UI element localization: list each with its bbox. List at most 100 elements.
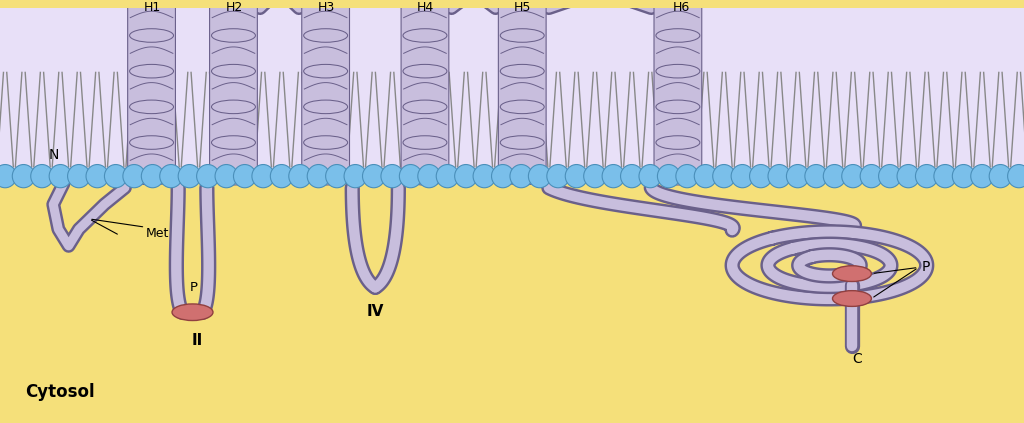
Text: Cytosol: Cytosol [26,383,95,401]
Ellipse shape [381,165,403,188]
Ellipse shape [104,165,127,188]
Ellipse shape [915,165,938,188]
Ellipse shape [501,0,544,7]
Ellipse shape [501,29,544,42]
Ellipse shape [212,0,255,7]
Ellipse shape [344,165,367,188]
Ellipse shape [639,165,662,188]
Text: C: C [852,352,862,366]
Ellipse shape [418,165,440,188]
Ellipse shape [212,136,255,149]
Ellipse shape [215,165,238,188]
Ellipse shape [656,171,699,185]
Circle shape [172,304,213,321]
Ellipse shape [304,136,347,149]
FancyBboxPatch shape [302,0,349,179]
Ellipse shape [501,171,544,185]
Ellipse shape [602,165,625,188]
Ellipse shape [656,29,699,42]
Ellipse shape [123,165,145,188]
Ellipse shape [547,165,569,188]
Ellipse shape [403,136,446,149]
Ellipse shape [130,64,173,78]
Ellipse shape [713,165,735,188]
Ellipse shape [1008,165,1024,188]
Ellipse shape [362,165,385,188]
Ellipse shape [768,165,791,188]
Ellipse shape [989,165,1012,188]
Ellipse shape [823,165,846,188]
Ellipse shape [304,100,347,114]
Text: H4: H4 [417,1,434,14]
Ellipse shape [212,171,255,185]
FancyBboxPatch shape [401,0,449,179]
Ellipse shape [130,0,173,7]
Ellipse shape [934,165,956,188]
Ellipse shape [860,165,883,188]
Ellipse shape [656,0,699,7]
Ellipse shape [501,64,544,78]
Text: H5: H5 [514,1,531,14]
Ellipse shape [0,165,16,188]
Text: P: P [922,261,930,275]
Ellipse shape [304,171,347,185]
Ellipse shape [130,136,173,149]
Text: H3: H3 [317,1,335,14]
Ellipse shape [86,165,109,188]
Ellipse shape [473,165,496,188]
Ellipse shape [501,100,544,114]
Ellipse shape [399,165,422,188]
Ellipse shape [403,171,446,185]
Ellipse shape [130,29,173,42]
Ellipse shape [621,165,643,188]
FancyBboxPatch shape [128,0,175,179]
Ellipse shape [403,64,446,78]
Ellipse shape [233,165,256,188]
FancyBboxPatch shape [210,0,257,179]
FancyBboxPatch shape [0,8,1024,180]
Ellipse shape [304,64,347,78]
Ellipse shape [68,165,90,188]
Ellipse shape [31,165,53,188]
Ellipse shape [750,165,772,188]
Ellipse shape [49,165,72,188]
Ellipse shape [786,165,809,188]
Ellipse shape [304,29,347,42]
Ellipse shape [510,165,532,188]
Ellipse shape [656,136,699,149]
Ellipse shape [130,171,173,185]
Text: P: P [189,280,198,294]
Ellipse shape [270,165,293,188]
Ellipse shape [656,100,699,114]
Ellipse shape [326,165,348,188]
Ellipse shape [971,165,993,188]
Ellipse shape [12,165,35,188]
Ellipse shape [805,165,827,188]
Ellipse shape [304,0,347,7]
FancyBboxPatch shape [654,0,701,179]
Text: IV: IV [367,304,384,319]
Circle shape [833,291,871,306]
Ellipse shape [403,29,446,42]
Circle shape [833,266,871,282]
Ellipse shape [842,165,864,188]
Text: II: II [193,333,203,348]
Ellipse shape [141,165,164,188]
Text: N: N [49,148,59,162]
Ellipse shape [694,165,717,188]
FancyBboxPatch shape [499,0,546,179]
Ellipse shape [565,165,588,188]
Ellipse shape [584,165,606,188]
Ellipse shape [436,165,459,188]
Ellipse shape [952,165,975,188]
Ellipse shape [212,29,255,42]
Text: H2: H2 [225,1,243,14]
Ellipse shape [455,165,477,188]
Ellipse shape [657,165,680,188]
Ellipse shape [731,165,754,188]
Ellipse shape [501,136,544,149]
Text: Met: Met [145,227,169,240]
Text: H1: H1 [143,1,161,14]
Ellipse shape [307,165,330,188]
Ellipse shape [160,165,182,188]
